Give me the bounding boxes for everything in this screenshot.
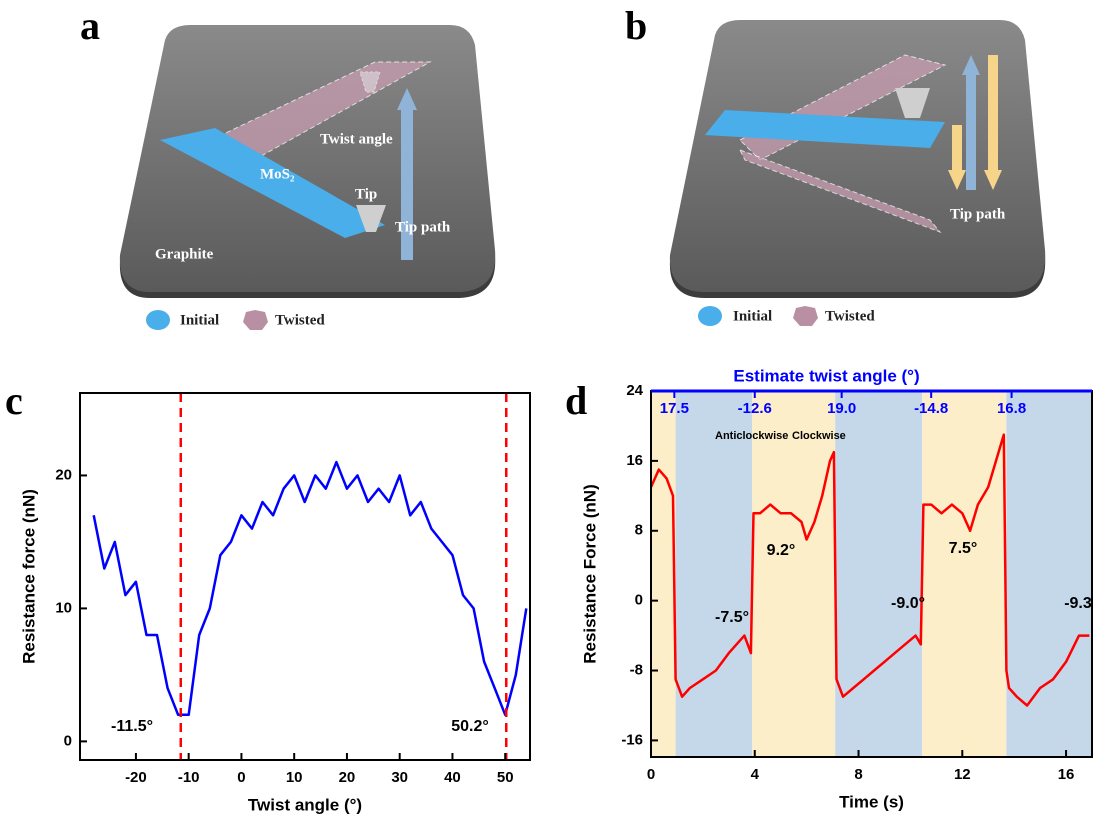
y-tick-label: -16 bbox=[621, 731, 643, 748]
x-tick-label: 12 bbox=[954, 766, 971, 783]
annotation: 50.2° bbox=[451, 718, 489, 735]
annotation: -7.5° bbox=[715, 609, 749, 626]
top-tick-label: -12.6 bbox=[738, 400, 772, 417]
x-tick-label: -20 bbox=[125, 769, 147, 786]
x-tick-label: 40 bbox=[444, 769, 461, 786]
legend-swatch bbox=[243, 310, 268, 330]
x-tick-label: 0 bbox=[647, 766, 655, 783]
annotation: 7.5° bbox=[949, 540, 978, 557]
arrow-head bbox=[984, 170, 1002, 190]
label: MoS₂ bbox=[260, 166, 295, 182]
label: Tip path bbox=[395, 219, 451, 235]
panel-letter: d bbox=[565, 378, 587, 423]
label: Tip path bbox=[950, 206, 1006, 222]
initial-flake bbox=[705, 110, 945, 148]
x-axis-label: Time (s) bbox=[839, 792, 904, 811]
tip-path-arrow bbox=[401, 110, 413, 260]
x-tick-label: 20 bbox=[339, 769, 356, 786]
y-axis-label: Resistance force (nN) bbox=[19, 489, 38, 664]
chart: 0 4 8 12 16 -16 -8 0 8 16 24 Time (s) Resistance For… bbox=[580, 366, 1093, 811]
y-tick-label: 10 bbox=[55, 599, 72, 616]
tip-ghost bbox=[359, 71, 381, 93]
label: Twist angle bbox=[320, 131, 393, 147]
label: Graphite bbox=[155, 246, 214, 262]
y-tick-label: 24 bbox=[626, 382, 643, 399]
annotation: -9.3 bbox=[1064, 595, 1092, 612]
legend-label: Twisted bbox=[825, 308, 875, 324]
x-tick-label: 4 bbox=[751, 766, 760, 783]
y-tick-label: 0 bbox=[635, 592, 643, 609]
label: Tip bbox=[355, 186, 377, 202]
top-axis-label: Estimate twist angle (°) bbox=[733, 366, 919, 385]
panel-letter: c bbox=[5, 378, 23, 423]
data-line bbox=[649, 433, 1090, 707]
arrow-head bbox=[948, 170, 966, 190]
x-axis-label: Twist angle (°) bbox=[248, 795, 362, 814]
y-tick-label: 8 bbox=[635, 522, 643, 539]
tip-path-arrow bbox=[988, 55, 998, 170]
x-tick-label: -10 bbox=[178, 769, 200, 786]
annotation: -9.0° bbox=[891, 595, 925, 612]
annotation: -11.5° bbox=[111, 718, 153, 735]
y-tick-label: 0 bbox=[64, 732, 72, 749]
annotation: Anticlockwise bbox=[715, 430, 788, 442]
twisted-flake bbox=[738, 149, 942, 234]
legend-label: Initial bbox=[180, 312, 219, 328]
annotation: 9.2° bbox=[767, 542, 796, 559]
tip bbox=[895, 88, 930, 118]
data-line bbox=[92, 460, 528, 717]
y-tick-label: -8 bbox=[630, 661, 643, 678]
tip-path-arrow bbox=[952, 125, 962, 170]
x-tick-label: 10 bbox=[286, 769, 303, 786]
chart: -20 -10 0 10 20 30 40 50 0 10 20 Twist angle (°) Res… bbox=[19, 392, 531, 814]
legend-label: Twisted bbox=[275, 312, 325, 328]
region bbox=[675, 391, 753, 757]
panel-a: Twist angle MoS₂ Tip Tip path Graphite I… bbox=[80, 3, 496, 330]
top-tick-label: -14.8 bbox=[914, 400, 948, 417]
panel-letter: a bbox=[80, 3, 100, 48]
x-tick-label: 16 bbox=[1058, 766, 1075, 783]
top-tick-label: 16.8 bbox=[997, 400, 1026, 417]
panel-b: Tip path Initial Twisted b bbox=[625, 3, 1046, 326]
y-tick-label: 20 bbox=[55, 466, 72, 483]
legend-swatch bbox=[146, 310, 170, 330]
tip-path-arrow bbox=[966, 75, 976, 190]
x-tick-label: 30 bbox=[391, 769, 408, 786]
region bbox=[922, 391, 1007, 757]
region bbox=[835, 391, 923, 757]
region bbox=[752, 391, 836, 757]
plot-frame bbox=[79, 392, 531, 761]
x-tick-label: 8 bbox=[854, 766, 862, 783]
top-tick-label: 17.5 bbox=[660, 400, 689, 417]
legend-swatch bbox=[793, 306, 818, 326]
region bbox=[651, 391, 676, 757]
annotation: Clockwise bbox=[792, 430, 846, 442]
legend-label: Initial bbox=[733, 308, 772, 324]
slab bbox=[669, 20, 1046, 292]
top-tick-label: 19.0 bbox=[827, 400, 856, 417]
x-tick-label: 50 bbox=[497, 769, 514, 786]
y-tick-label: 16 bbox=[626, 452, 643, 469]
region bbox=[1006, 391, 1092, 757]
legend-swatch bbox=[698, 306, 722, 326]
tip bbox=[356, 205, 386, 232]
initial-flake bbox=[160, 128, 385, 238]
panel-letter: b bbox=[625, 3, 647, 48]
x-tick-label: 0 bbox=[237, 769, 245, 786]
arrow-head bbox=[397, 88, 417, 110]
y-axis-label: Resistance Force (nN) bbox=[580, 484, 599, 664]
arrow-head bbox=[962, 55, 980, 75]
